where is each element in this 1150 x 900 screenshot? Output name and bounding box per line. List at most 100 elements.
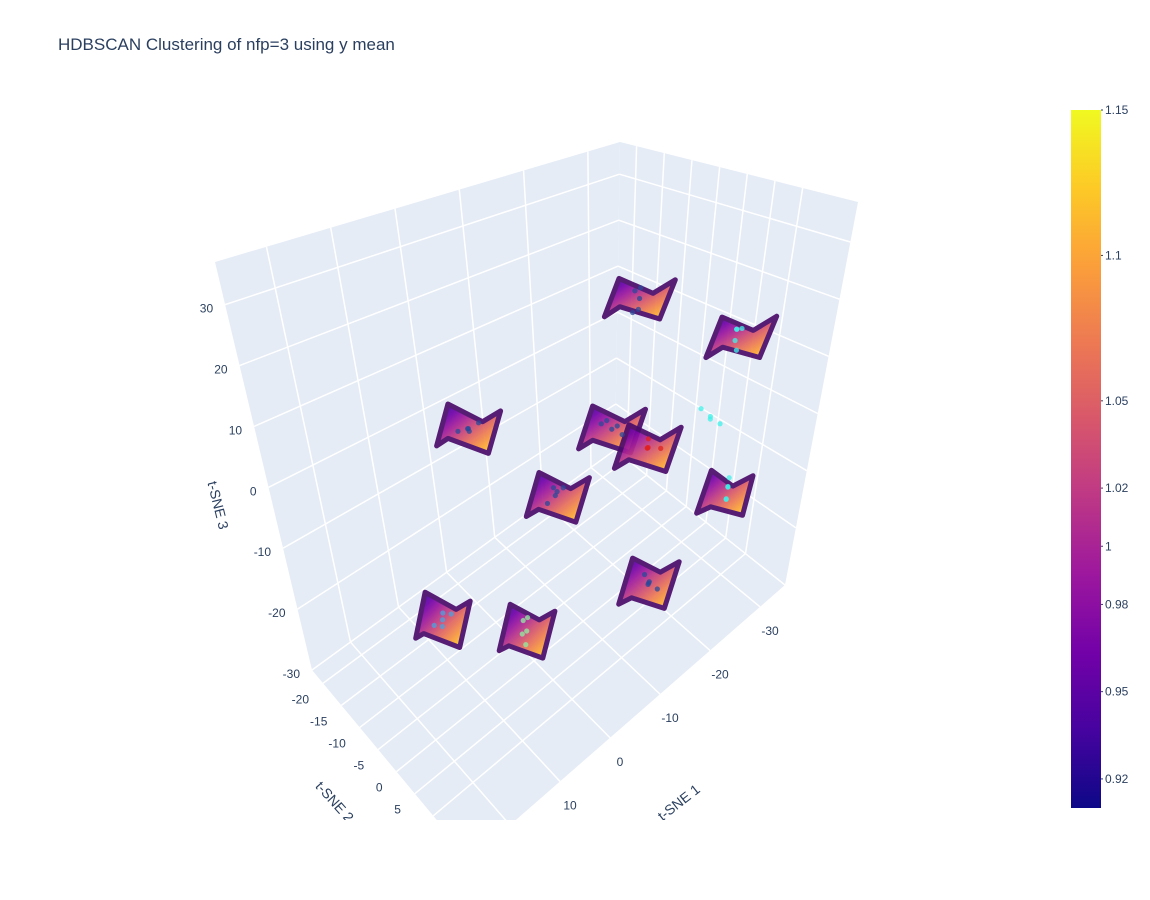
grid-line — [239, 219, 619, 367]
colorbar-tick-label: 1 — [1105, 539, 1112, 553]
grid-line — [458, 189, 496, 538]
y-tick-label: -15 — [310, 714, 328, 728]
x-axis-title: t-SNE 1 — [654, 781, 703, 824]
chart-title: HDBSCAN Clustering of nfp=3 using y mean — [58, 35, 395, 54]
x-tick-label: 0 — [617, 755, 624, 769]
point — [739, 325, 745, 332]
point — [550, 485, 557, 491]
point — [654, 586, 660, 592]
grid-line — [619, 173, 851, 243]
colorbar-tick-label: 1.15 — [1105, 103, 1129, 117]
grid-line — [590, 466, 761, 608]
x-tick-label: 20 — [513, 842, 527, 856]
grid-line — [265, 246, 352, 643]
point — [455, 428, 461, 434]
surface — [523, 470, 592, 525]
grid-line — [253, 265, 619, 428]
point — [440, 617, 446, 623]
point — [552, 492, 558, 499]
z-tick-label: -30 — [283, 667, 301, 681]
point — [732, 337, 738, 344]
point — [734, 326, 740, 332]
grid-line — [744, 187, 804, 554]
point — [707, 413, 714, 420]
point — [609, 426, 615, 432]
point — [614, 423, 620, 429]
point — [726, 475, 732, 481]
y-tick-label: 5 — [394, 803, 401, 817]
grid-line — [617, 265, 829, 358]
point — [554, 489, 560, 495]
x-tick-label: -30 — [761, 624, 779, 638]
grid-line — [340, 474, 648, 706]
point — [439, 623, 445, 630]
colorbar-tick-label: 1.02 — [1105, 481, 1129, 495]
point — [698, 406, 704, 412]
point — [645, 436, 651, 442]
grid-line — [724, 180, 776, 539]
point — [638, 285, 644, 291]
wall — [615, 142, 858, 585]
grid-line — [224, 173, 620, 306]
point — [644, 445, 650, 451]
point — [641, 571, 648, 578]
grid-line — [618, 219, 840, 300]
grid-line — [268, 311, 618, 488]
z-tick-label: 30 — [200, 302, 214, 316]
grid-line — [396, 521, 707, 773]
z-tick-label: -10 — [254, 545, 272, 559]
surface — [694, 467, 756, 518]
x-tick-label: -20 — [711, 667, 729, 681]
point — [466, 428, 472, 434]
y-axis-title: t-SNE 2 — [312, 778, 357, 825]
y-tick-label: 0 — [376, 781, 383, 795]
point — [519, 631, 525, 637]
point — [598, 421, 604, 427]
colorbar-tick-label: 0.98 — [1105, 597, 1129, 611]
point — [717, 421, 723, 427]
grid-line — [329, 227, 400, 608]
z-tick-label: 0 — [250, 484, 257, 498]
y-tick-label: -5 — [353, 759, 364, 773]
point — [630, 309, 636, 316]
x-tick-label: 10 — [563, 798, 577, 812]
point — [525, 614, 531, 621]
point — [725, 483, 731, 490]
z-tick-label: 20 — [214, 363, 228, 377]
point — [632, 288, 638, 294]
grid-line — [349, 641, 507, 820]
grid-line — [394, 208, 448, 573]
colorbar-tick-label: 1.1 — [1105, 248, 1122, 262]
grid-line — [685, 167, 721, 507]
point — [431, 622, 437, 628]
point — [646, 579, 652, 585]
point — [604, 417, 610, 424]
colorbar-tick-label: 0.92 — [1105, 772, 1129, 786]
z-axis-title: t-SNE 3 — [205, 479, 232, 531]
y-tick-label: -20 — [292, 692, 310, 706]
point — [523, 642, 529, 648]
x-tick-label: -10 — [661, 711, 679, 725]
point — [733, 347, 740, 353]
point — [448, 611, 454, 617]
point — [636, 295, 643, 302]
grid-line — [494, 536, 661, 695]
point — [619, 431, 625, 438]
point — [560, 485, 566, 491]
z-tick-label: -20 — [268, 606, 286, 620]
grid-line — [432, 553, 746, 817]
grid-line — [615, 403, 797, 529]
surface — [703, 313, 780, 361]
point — [658, 445, 664, 451]
colorbar-tick-label: 1.05 — [1105, 394, 1129, 408]
point — [524, 628, 530, 634]
point — [723, 496, 729, 502]
y-tick-label: -10 — [328, 736, 346, 750]
colorbar-bar — [1071, 110, 1101, 808]
point — [440, 610, 446, 616]
point — [544, 500, 551, 507]
point — [475, 420, 482, 426]
grid-line — [297, 403, 617, 610]
grid-line — [282, 357, 617, 549]
